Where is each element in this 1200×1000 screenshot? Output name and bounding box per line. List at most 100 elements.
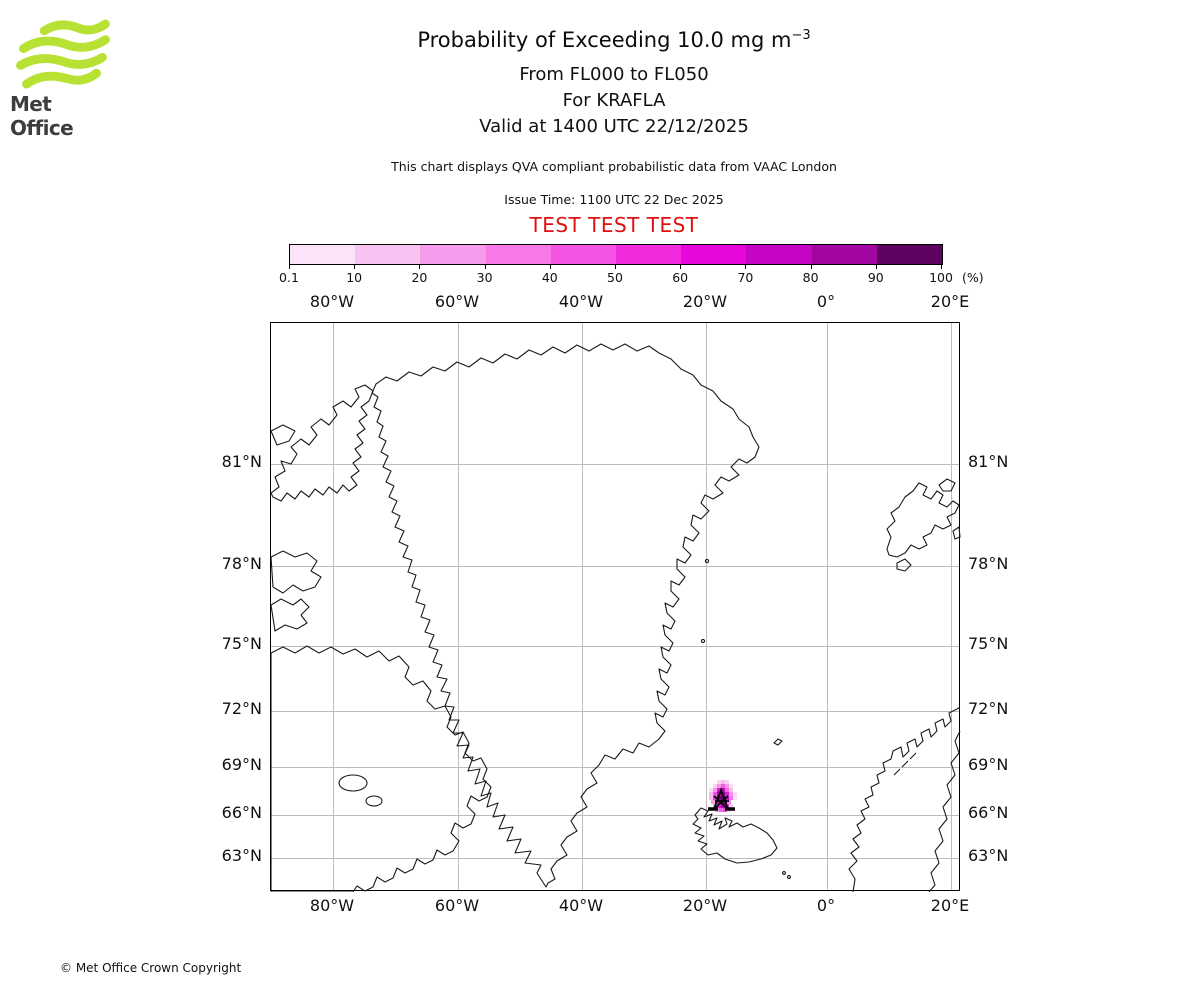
devon-island-coastline bbox=[271, 550, 322, 594]
lat-label-right: 66°N bbox=[968, 803, 1009, 822]
plume-cell bbox=[725, 792, 729, 796]
plume-cell bbox=[711, 800, 715, 804]
colorbar-tick-label: 50 bbox=[607, 270, 623, 285]
parallel-line bbox=[271, 767, 959, 768]
svalbard-south-island bbox=[896, 558, 912, 572]
lon-label-bottom: 20°E bbox=[930, 896, 970, 915]
lon-label-bottom: 80°W bbox=[309, 896, 355, 915]
ne-greenland-islet-2 bbox=[700, 638, 706, 644]
volcano-name: For KRAFLA bbox=[562, 90, 666, 111]
plume-cell bbox=[717, 788, 721, 792]
plume-cell bbox=[729, 792, 733, 796]
lon-label-bottom: 20°W bbox=[682, 896, 728, 915]
lat-label-left: 75°N bbox=[221, 634, 262, 653]
colorbar-tick-label: 20 bbox=[411, 270, 428, 285]
colorbar-segment-3 bbox=[485, 245, 551, 264]
greenland-coastline bbox=[371, 343, 760, 888]
meridian-line bbox=[458, 323, 459, 890]
colorbar-tick bbox=[680, 265, 682, 269]
colorbar-segment-7 bbox=[746, 245, 812, 264]
lat-label-right: 63°N bbox=[968, 846, 1009, 865]
met-office-logo: Met Office bbox=[10, 18, 120, 140]
colorbar-tick bbox=[615, 265, 616, 269]
test-banner: TEST TEST TEST bbox=[529, 213, 699, 237]
lat-label-left: 69°N bbox=[221, 755, 262, 774]
page-title-text: Probability of Exceeding 10.0 mg m bbox=[417, 28, 792, 52]
plume-cell bbox=[725, 788, 729, 792]
plume-cell bbox=[717, 804, 721, 808]
lon-label-top: 20°E bbox=[930, 292, 970, 311]
iceland-coastline bbox=[692, 807, 778, 864]
ne-greenland-islet-1 bbox=[704, 558, 710, 564]
jan-mayen-island bbox=[773, 738, 783, 746]
parallel-line bbox=[271, 815, 959, 816]
plume-cell bbox=[727, 800, 731, 804]
lofoten-islands bbox=[893, 752, 917, 776]
parallel-line bbox=[271, 566, 959, 567]
colorbar-tick-label: 80 bbox=[802, 270, 819, 285]
colorbar-segment-6 bbox=[681, 245, 747, 264]
lat-label-left: 78°N bbox=[221, 554, 262, 573]
faroe-island-1 bbox=[782, 871, 786, 875]
colorbar-tick bbox=[875, 265, 877, 269]
somerset-island-coastline bbox=[271, 598, 310, 632]
colorbar-segment-5 bbox=[616, 245, 682, 264]
faroe-island-2 bbox=[787, 875, 791, 879]
page-title: Probability of Exceeding 10.0 mg m−3 bbox=[14, 28, 1200, 52]
lon-label-top: 60°W bbox=[434, 292, 480, 311]
plume-cell bbox=[729, 788, 733, 792]
plume-cell bbox=[709, 796, 713, 800]
lat-label-right: 78°N bbox=[968, 554, 1009, 573]
svalbard-east-island bbox=[952, 526, 961, 540]
sweden-baltic-coastline bbox=[928, 730, 961, 892]
colorbar-tick bbox=[549, 265, 551, 269]
nordaustlandet-coastline bbox=[938, 478, 956, 492]
plume-cell bbox=[721, 788, 725, 792]
probability-colorbar bbox=[289, 244, 943, 265]
lat-label-right: 81°N bbox=[968, 452, 1009, 471]
plume-cell bbox=[729, 784, 733, 788]
colorbar-segment-4 bbox=[550, 245, 617, 264]
lat-label-left: 63°N bbox=[221, 846, 262, 865]
plume-cell bbox=[709, 792, 713, 796]
plume-cell bbox=[709, 788, 713, 792]
plume-cell bbox=[725, 784, 729, 788]
plume-cell bbox=[721, 780, 725, 784]
baffin-island-coastline bbox=[271, 645, 492, 892]
lat-label-left: 72°N bbox=[221, 699, 262, 718]
copyright-text: © Met Office Crown Copyright bbox=[60, 961, 242, 975]
plume-cell bbox=[713, 792, 717, 796]
colorbar-tick-label: 70 bbox=[737, 270, 754, 285]
colorbar-tick bbox=[419, 265, 421, 269]
map-plot-area bbox=[270, 322, 961, 892]
colorbar-tick-label: 100 bbox=[929, 270, 953, 285]
colorbar-segment-9 bbox=[876, 245, 943, 264]
met-office-waves-icon bbox=[16, 19, 110, 89]
colorbar-tick-label: 60 bbox=[672, 270, 689, 285]
plume-cell bbox=[733, 796, 737, 800]
plume-cell bbox=[725, 780, 729, 784]
lon-label-top: 20°W bbox=[682, 292, 728, 311]
meridian-line bbox=[951, 323, 952, 890]
colorbar-tick bbox=[941, 265, 942, 269]
lon-label-bottom: 60°W bbox=[434, 896, 480, 915]
arctic-island-coastline bbox=[271, 424, 296, 446]
ellesmere-coastline bbox=[271, 384, 374, 502]
lat-label-left: 66°N bbox=[221, 803, 262, 822]
colorbar-tick bbox=[289, 265, 290, 269]
plume-cell bbox=[719, 808, 723, 812]
plume-cell bbox=[717, 780, 721, 784]
page-title-exponent: −3 bbox=[791, 28, 811, 43]
lon-label-bottom: 40°W bbox=[558, 896, 604, 915]
plume-cell bbox=[729, 804, 733, 808]
lon-label-top: 0° bbox=[816, 292, 836, 311]
colorbar-tick-label: 0.1 bbox=[279, 270, 299, 285]
valid-time: Valid at 1400 UTC 22/12/2025 bbox=[479, 116, 749, 137]
norway-coastline bbox=[848, 706, 961, 892]
lat-label-right: 69°N bbox=[968, 755, 1009, 774]
colorbar-segment-2 bbox=[420, 245, 486, 264]
plume-cell bbox=[721, 804, 725, 808]
colorbar-unit: (%) bbox=[962, 270, 984, 285]
colorbar-segment-0 bbox=[290, 245, 356, 264]
